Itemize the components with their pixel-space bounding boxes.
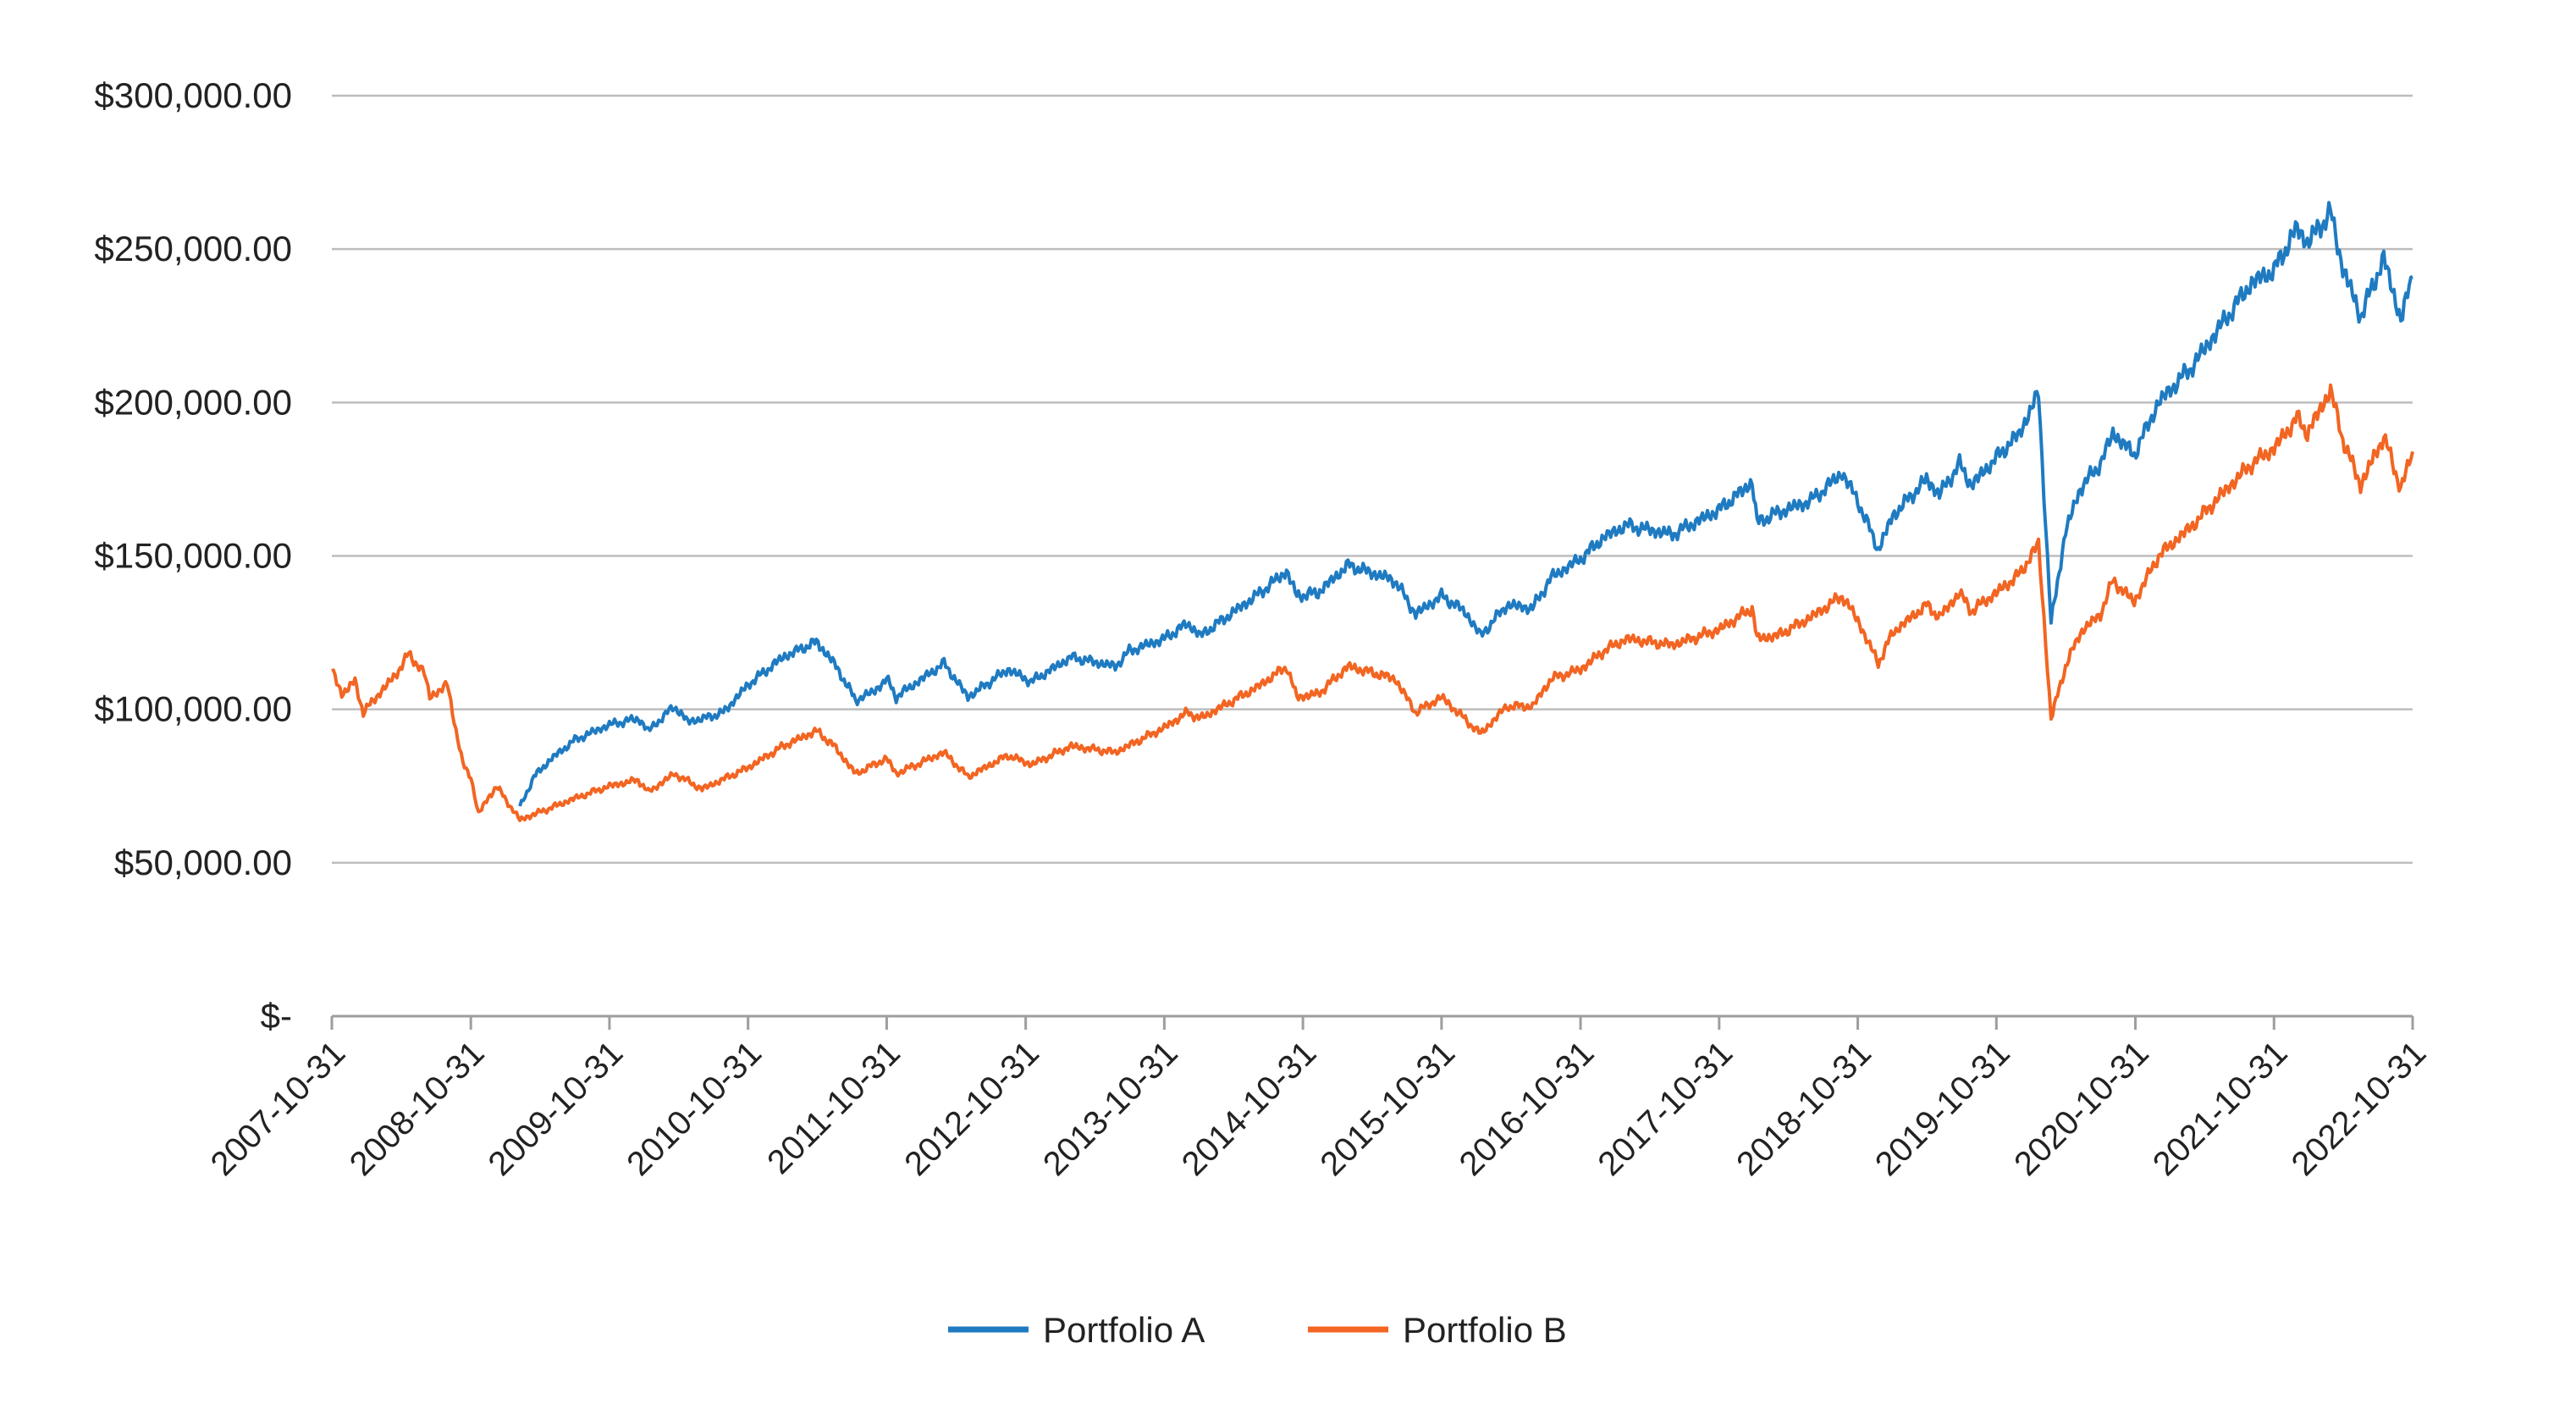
x-tick-label: 2012-10-31	[897, 1034, 1046, 1183]
grid-lines	[332, 94, 2413, 865]
x-tick-label: 2007-10-31	[204, 1034, 353, 1183]
x-tick-label: 2021-10-31	[2146, 1034, 2295, 1183]
y-tick-label: $50,000.00	[114, 843, 292, 882]
x-tick-label: 2008-10-31	[343, 1034, 492, 1183]
x-tick-label: 2015-10-31	[1313, 1034, 1462, 1183]
x-tick-label: 2010-10-31	[620, 1034, 769, 1183]
series-line-a	[518, 201, 2413, 807]
y-tick-label: $300,000.00	[94, 75, 292, 115]
y-tick-label: $200,000.00	[94, 382, 292, 422]
x-tick-label: 2014-10-31	[1175, 1034, 1324, 1183]
legend: Portfolio A Portfolio B	[948, 1310, 1567, 1350]
x-tick-label: 2011-10-31	[760, 1034, 907, 1181]
x-tick-label: 2013-10-31	[1036, 1034, 1185, 1183]
y-tick-label: $250,000.00	[94, 229, 292, 268]
y-axis: $- $50,000.00 $100,000.00 $150,000.00 $200,0…	[94, 75, 292, 1036]
y-tick-label: $150,000.00	[94, 536, 292, 576]
legend-label: Portfolio A	[1043, 1310, 1205, 1350]
x-tick-label: 2016-10-31	[1453, 1034, 1602, 1183]
y-tick-label: $100,000.00	[94, 689, 292, 729]
x-tick-label: 2022-10-31	[2285, 1034, 2434, 1183]
x-tick-label: 2017-10-31	[1591, 1034, 1740, 1183]
x-tick-label: 2018-10-31	[1729, 1034, 1878, 1183]
series-lines	[330, 201, 2414, 822]
series-line-b	[330, 383, 2414, 822]
y-tick-label: $-	[261, 996, 292, 1036]
legend-label: Portfolio B	[1403, 1310, 1567, 1350]
x-axis: 2007-10-312008-10-312009-10-312010-10-31…	[204, 1014, 2434, 1183]
x-tick-label: 2020-10-31	[2007, 1034, 2156, 1183]
x-tick-label: 2009-10-31	[482, 1034, 631, 1183]
x-tick-label: 2019-10-31	[1868, 1034, 2017, 1183]
